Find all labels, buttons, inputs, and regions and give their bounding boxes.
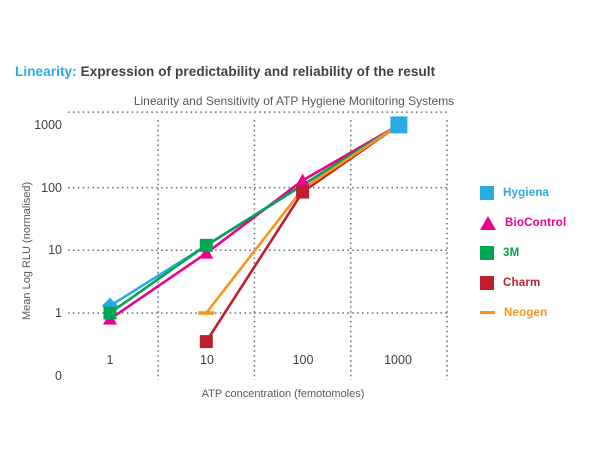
y-tick-1000: 1000: [34, 118, 62, 132]
legend-item-biocontrol: BioControl: [480, 214, 566, 231]
hygiena-marker-icon: [390, 116, 408, 134]
legend-item-charm: Charm: [480, 274, 566, 291]
legend: Hygiena BioControl 3M Charm Neogen: [480, 184, 566, 334]
x-tick-100: 100: [292, 353, 314, 367]
legend-label: Charm: [503, 276, 541, 289]
y-tick-1: 1: [55, 306, 62, 320]
legend-item-hygiena: Hygiena: [480, 184, 566, 201]
neogen-marker-icon: [198, 311, 215, 315]
3m-marker-icon: [199, 238, 213, 252]
series-line-biocontrol: [109, 123, 400, 321]
x-tick-10: 10: [200, 353, 214, 367]
triangle-swatch-icon: [480, 215, 496, 230]
y-tick-10: 10: [48, 243, 62, 257]
dash-swatch-icon: [480, 310, 495, 315]
legend-label: Hygiena: [503, 186, 550, 199]
legend-item-3m: 3M: [480, 244, 566, 261]
charm-marker-icon: [296, 185, 310, 199]
square-swatch-icon: [480, 185, 494, 200]
biocontrol-marker-icon: [295, 173, 310, 186]
y-tick-100: 100: [41, 181, 62, 195]
page-title: Linearity: Expression of predictability …: [15, 64, 435, 79]
chart-title: Linearity and Sensitivity of ATP Hygiene…: [133, 94, 455, 108]
x-axis-title: ATP concentration (femotomoles): [201, 388, 365, 400]
series-line-charm: [205, 123, 400, 343]
series-line-neogen: [205, 123, 400, 314]
legend-label: BioControl: [505, 216, 567, 229]
biocontrol-marker-icon: [199, 246, 214, 259]
legend-item-neogen: Neogen: [480, 304, 566, 321]
legend-label: Neogen: [504, 306, 548, 319]
3m-marker-icon: [103, 306, 117, 320]
page-title-rest: Expression of predictability and reliabi…: [76, 64, 436, 79]
x-tick-1000: 1000: [384, 353, 412, 367]
y-tick-0: 0: [55, 369, 62, 383]
x-tick-1: 1: [106, 353, 114, 367]
chart-canvas: [68, 111, 448, 380]
charm-marker-icon: [199, 335, 213, 349]
square-swatch-icon: [480, 245, 494, 260]
page-title-highlight: Linearity:: [15, 64, 77, 79]
square-swatch-icon: [480, 275, 494, 290]
legend-label: 3M: [503, 246, 520, 259]
